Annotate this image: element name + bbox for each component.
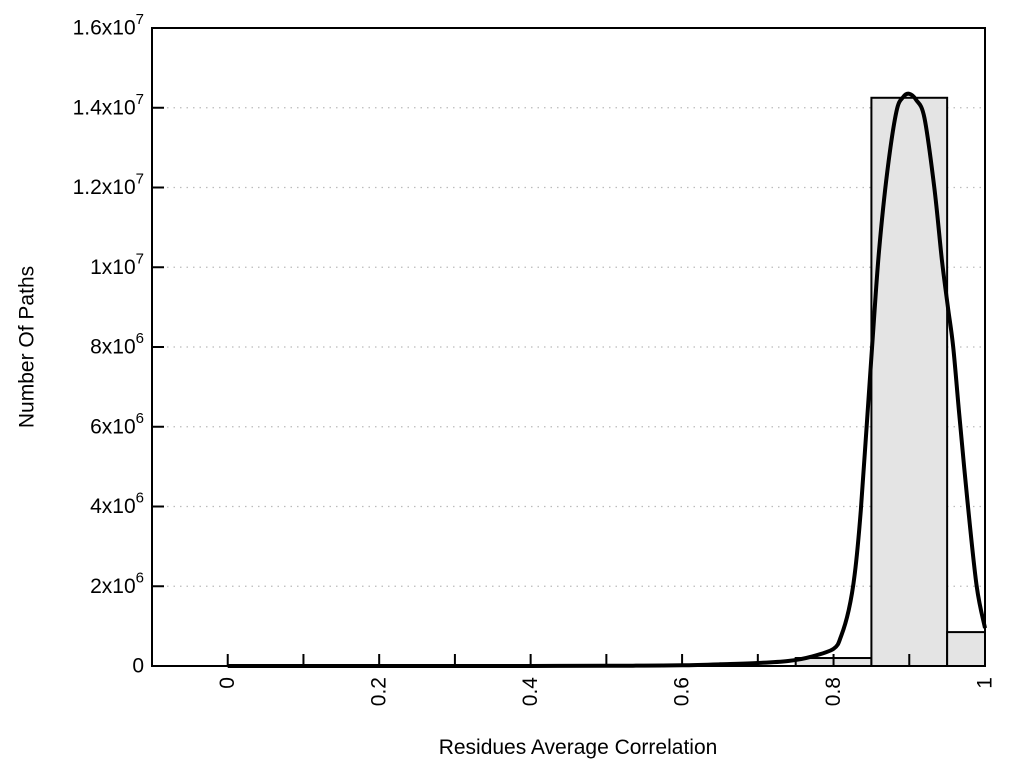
x-tick-label: 0.8 xyxy=(822,677,845,706)
frame-layer xyxy=(151,27,986,667)
x-tick-label: 1 xyxy=(974,677,997,689)
histogram-bar xyxy=(870,96,949,667)
x-tick-label: 0.2 xyxy=(368,677,391,706)
y-tick-label: 4x106 xyxy=(90,489,144,518)
y-tick-label: 0 xyxy=(132,655,144,678)
y-tick-label: 1.6x107 xyxy=(73,11,144,40)
x-axis-title: Residues Average Correlation xyxy=(439,736,718,759)
x-tick-label: 0.4 xyxy=(519,677,542,707)
y-tick-label: 8x106 xyxy=(90,330,144,359)
histogram-bar xyxy=(946,631,986,668)
y-tick-label: 1x107 xyxy=(90,250,144,279)
y-tick-label: 2x106 xyxy=(90,569,144,598)
x-tick-label: 0.6 xyxy=(671,677,694,706)
y-tick-label: 6x106 xyxy=(90,409,144,438)
plot-border xyxy=(151,27,986,667)
y-axis-title: Number Of Paths xyxy=(16,266,39,428)
y-tick-label: 1.2x107 xyxy=(73,170,144,199)
label-layer: 0 2x106 4x106 6x106 8x106 1x107 1.2x107 1.4x107… xyxy=(73,11,997,707)
x-tick-label: 0 xyxy=(216,677,239,689)
y-tick-label: 1.4x107 xyxy=(73,90,144,119)
